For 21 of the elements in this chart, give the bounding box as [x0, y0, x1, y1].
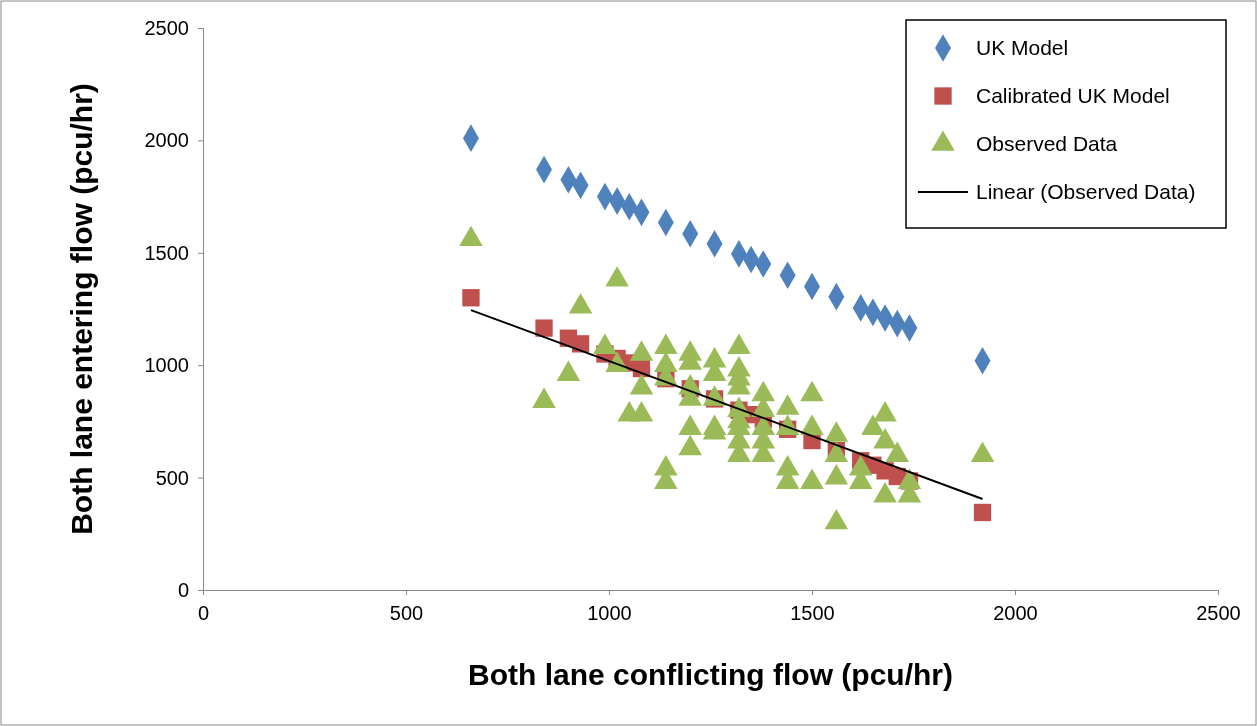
- legend-label: Observed Data: [976, 132, 1118, 156]
- point: [535, 319, 553, 337]
- point: [973, 503, 992, 522]
- point: [462, 289, 480, 307]
- x-tick-label: 1000: [587, 602, 632, 624]
- y-tick-label: 1000: [144, 354, 189, 377]
- legend-label: UK Model: [976, 36, 1069, 60]
- legend-label: Linear (Observed Data): [976, 180, 1196, 204]
- y-tick-label: 2000: [144, 129, 189, 152]
- x-tick-label: 500: [389, 602, 424, 624]
- x-tick-label: 1500: [790, 602, 835, 624]
- x-tick-label: 2500: [1196, 602, 1241, 624]
- x-tick-label: 0: [197, 602, 210, 624]
- legend-label: Calibrated UK Model: [976, 84, 1170, 108]
- y-tick-label: 500: [155, 466, 189, 489]
- x-tick-label: 2000: [993, 602, 1038, 624]
- y-axis-title: Both lane entering flow (pcu/hr): [65, 83, 98, 535]
- x-axis-title: Both lane conflicting flow (pcu/hr): [468, 658, 953, 691]
- y-tick-label: 2500: [144, 16, 189, 39]
- y-tick-label: 1500: [144, 241, 189, 264]
- y-tick-label: 0: [177, 578, 189, 601]
